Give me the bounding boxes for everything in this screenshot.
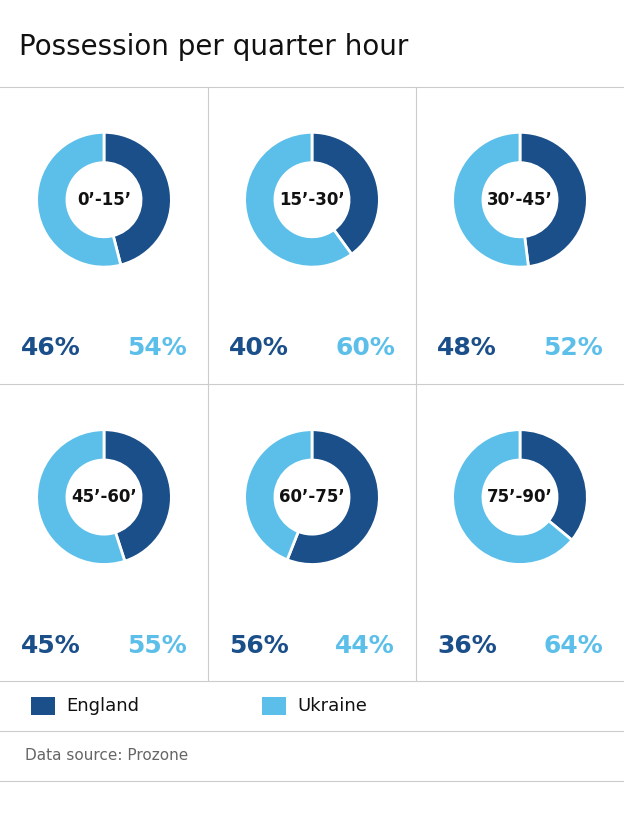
Text: 36%: 36% [437, 634, 497, 657]
Text: 15’-30’: 15’-30’ [279, 191, 345, 209]
Text: 30’-45’: 30’-45’ [487, 191, 553, 209]
Wedge shape [104, 132, 172, 265]
Wedge shape [37, 430, 125, 564]
Circle shape [67, 163, 141, 237]
Text: 56%: 56% [229, 634, 289, 657]
Text: 52%: 52% [543, 336, 603, 360]
Text: 45’-60’: 45’-60’ [71, 488, 137, 506]
Text: 45%: 45% [21, 634, 81, 657]
Text: 46%: 46% [21, 336, 81, 360]
Circle shape [275, 460, 349, 534]
Text: 44%: 44% [335, 634, 395, 657]
Text: 40%: 40% [229, 336, 289, 360]
Wedge shape [104, 430, 172, 561]
Text: 55%: 55% [127, 634, 187, 657]
Text: 54%: 54% [127, 336, 187, 360]
Wedge shape [37, 132, 121, 267]
Text: 60%: 60% [335, 336, 395, 360]
Text: 64%: 64% [543, 634, 603, 657]
Wedge shape [520, 430, 587, 540]
Circle shape [275, 163, 349, 237]
Wedge shape [245, 132, 351, 267]
Wedge shape [452, 430, 572, 564]
Text: England: England [66, 697, 139, 715]
Circle shape [67, 460, 141, 534]
Text: 48%: 48% [437, 336, 497, 360]
Wedge shape [312, 132, 379, 254]
Wedge shape [287, 430, 379, 564]
Circle shape [483, 460, 557, 534]
Text: 75’-90’: 75’-90’ [487, 488, 553, 506]
Text: Ukraine: Ukraine [297, 697, 367, 715]
Wedge shape [520, 132, 587, 267]
Text: Possession per quarter hour: Possession per quarter hour [19, 34, 408, 61]
Text: 60’-75’: 60’-75’ [279, 488, 345, 506]
Circle shape [483, 163, 557, 237]
Wedge shape [245, 430, 312, 560]
Text: Data source: Prozone: Data source: Prozone [25, 748, 188, 763]
Wedge shape [452, 132, 529, 267]
Text: 0’-15’: 0’-15’ [77, 191, 131, 209]
